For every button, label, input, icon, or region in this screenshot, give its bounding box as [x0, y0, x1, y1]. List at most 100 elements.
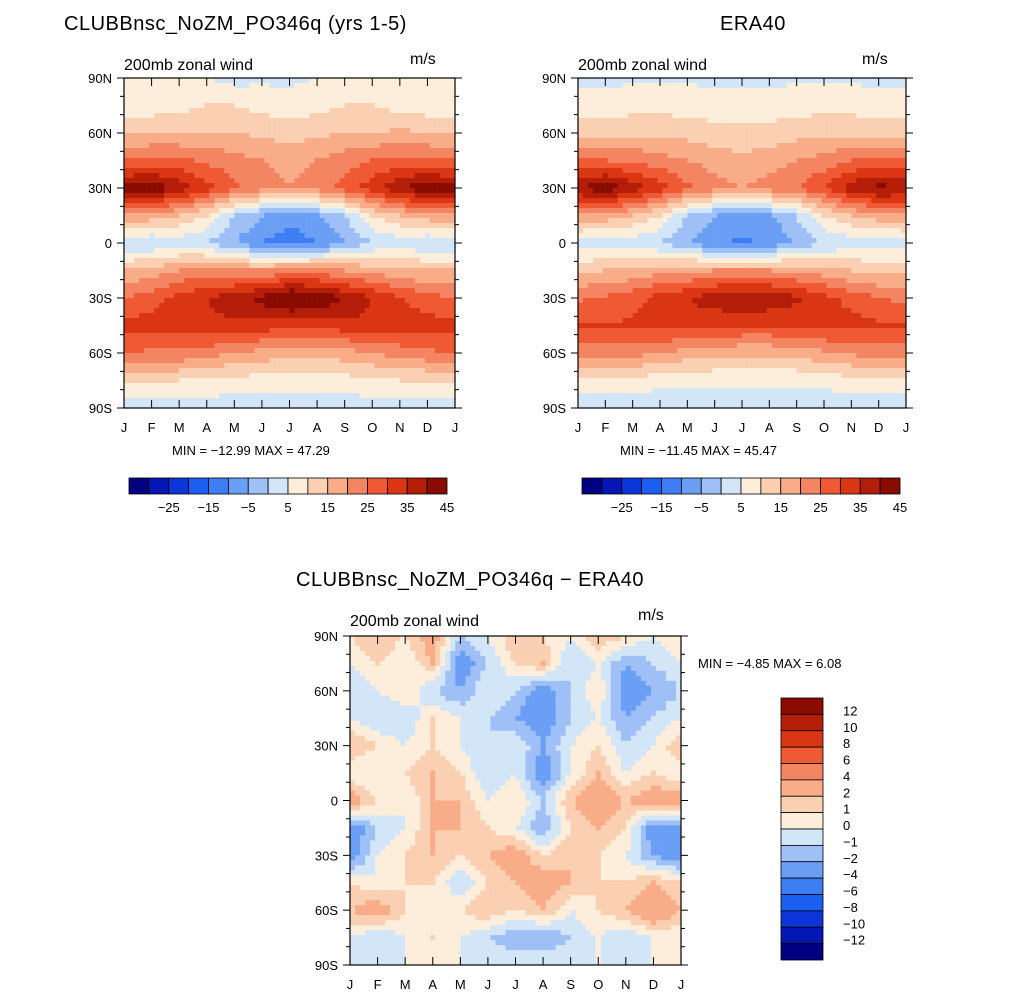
field-cell	[224, 213, 230, 219]
field-cell	[445, 218, 451, 224]
field-cell	[305, 133, 311, 139]
field-cell	[325, 248, 331, 254]
field-cell	[445, 198, 451, 204]
field-cell	[184, 348, 190, 354]
field-cell	[300, 393, 306, 399]
field-cell	[380, 213, 386, 219]
field-cell	[174, 148, 180, 154]
field-cell	[747, 113, 753, 119]
field-cell	[164, 118, 170, 124]
field-cell	[154, 133, 160, 139]
field-cell	[410, 193, 416, 199]
field-cell	[638, 108, 644, 114]
field-cell	[425, 103, 431, 109]
field-cell	[405, 278, 411, 284]
field-cell	[279, 138, 285, 144]
field-cell	[159, 98, 165, 104]
field-cell	[305, 198, 311, 204]
field-cell	[274, 218, 280, 224]
field-cell	[395, 183, 401, 189]
field-cell	[598, 98, 604, 104]
field-cell	[812, 98, 818, 104]
field-cell	[315, 188, 321, 194]
field-cell	[385, 183, 391, 189]
field-cell	[249, 293, 255, 299]
field-cell	[179, 343, 185, 349]
field-cell	[169, 333, 175, 339]
field-cell	[727, 103, 733, 109]
field-cell	[264, 233, 270, 239]
field-cell	[295, 248, 301, 254]
field-cell	[144, 208, 150, 214]
field-cell	[254, 178, 260, 184]
field-cell	[184, 98, 190, 104]
field-cell	[871, 83, 877, 89]
field-cell	[229, 228, 235, 234]
field-cell	[295, 358, 301, 364]
field-cell	[174, 223, 180, 229]
field-cell	[154, 328, 160, 334]
field-cell	[274, 208, 280, 214]
field-cell	[149, 323, 155, 329]
field-cell	[149, 318, 155, 324]
field-cell	[174, 93, 180, 99]
field-cell	[370, 298, 376, 304]
field-cell	[633, 78, 639, 84]
field-cell	[653, 103, 659, 109]
field-cell	[390, 148, 396, 154]
field-cell	[149, 368, 155, 374]
field-cell	[325, 153, 331, 159]
field-cell	[290, 123, 296, 129]
field-cell	[234, 348, 240, 354]
field-cell	[350, 323, 356, 329]
field-cell	[124, 218, 130, 224]
field-cell	[219, 158, 225, 164]
field-cell	[846, 103, 852, 109]
field-cell	[144, 113, 150, 119]
field-cell	[159, 398, 165, 404]
field-cell	[124, 293, 130, 299]
field-cell	[154, 363, 160, 369]
field-cell	[315, 133, 321, 139]
field-cell	[365, 88, 371, 94]
field-cell	[144, 358, 150, 364]
field-cell	[435, 93, 441, 99]
field-cell	[144, 133, 150, 139]
field-cell	[234, 78, 240, 84]
field-cell	[430, 358, 436, 364]
field-cell	[154, 338, 160, 344]
field-cell	[772, 98, 778, 104]
field-cell	[757, 78, 763, 84]
field-cell	[325, 368, 331, 374]
field-cell	[164, 273, 170, 279]
field-cell	[274, 338, 280, 344]
field-cell	[264, 143, 270, 149]
field-cell	[219, 268, 225, 274]
field-cell	[435, 193, 441, 199]
field-cell	[214, 383, 220, 389]
field-cell	[360, 138, 366, 144]
field-cell	[335, 358, 341, 364]
field-cell	[430, 288, 436, 294]
field-cell	[385, 83, 391, 89]
field-cell	[234, 258, 240, 264]
field-cell	[254, 218, 260, 224]
field-cell	[295, 103, 301, 109]
field-cell	[405, 148, 411, 154]
field-cell	[259, 313, 265, 319]
field-cell	[179, 183, 185, 189]
field-cell	[174, 263, 180, 269]
field-cell	[154, 98, 160, 104]
field-cell	[254, 293, 260, 299]
field-cell	[244, 153, 250, 159]
field-cell	[139, 368, 145, 374]
field-cell	[189, 343, 195, 349]
field-cell	[129, 323, 135, 329]
field-cell	[797, 113, 803, 119]
field-cell	[430, 163, 436, 169]
field-cell	[139, 123, 145, 129]
field-cell	[249, 233, 255, 239]
field-cell	[219, 228, 225, 234]
field-cell	[264, 108, 270, 114]
field-cell	[305, 88, 311, 94]
